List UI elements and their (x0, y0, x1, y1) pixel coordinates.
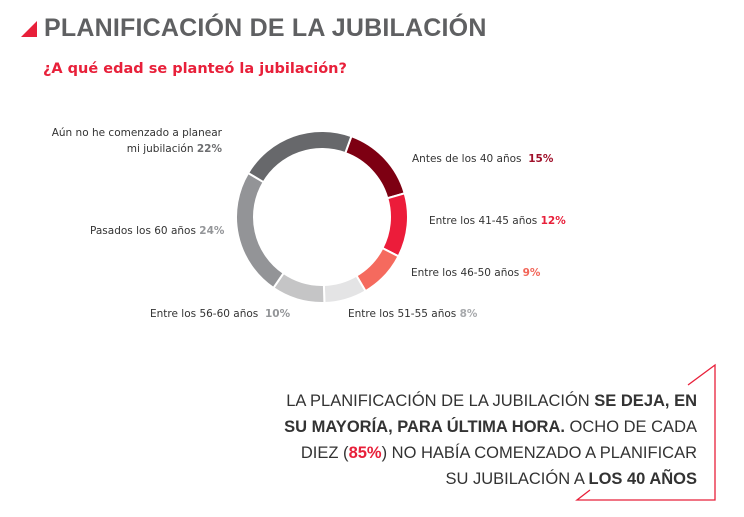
slice-label-6: Aún no he comenzado a planear mi jubilaci… (51, 127, 222, 155)
slice-label-2: Entre los 46-50 años 9% (411, 267, 541, 279)
donut-slice-3 (322, 274, 367, 304)
slice-label-4: Entre los 56-60 años 10% (150, 308, 291, 320)
callout-text: LA PLANIFICACIÓN DE LA JUBILACIÓN SE DEJ… (284, 392, 697, 488)
donut-slice-5 (235, 171, 285, 290)
donut-slice-1 (381, 192, 409, 258)
title-triangle-icon (21, 21, 37, 37)
highlight-percent: 85% (348, 444, 382, 462)
slice-label-3: Entre los 51-55 años 8% (348, 308, 478, 320)
donut-slice-6 (246, 130, 353, 184)
callout-frame (575, 363, 716, 501)
slice-label-0: Antes de los 40 años 15% (412, 153, 554, 165)
chart-question: ¿A qué edad se planteó la jubilación? (43, 61, 347, 77)
page-title: PLANIFICACIÓN DE LA JUBILACIÓN (44, 14, 487, 42)
donut-slice-0 (343, 134, 406, 200)
slice-label-5: Pasados los 60 años 24% (90, 225, 225, 237)
slice-label-1: Entre los 41-45 años 12% (429, 215, 566, 227)
